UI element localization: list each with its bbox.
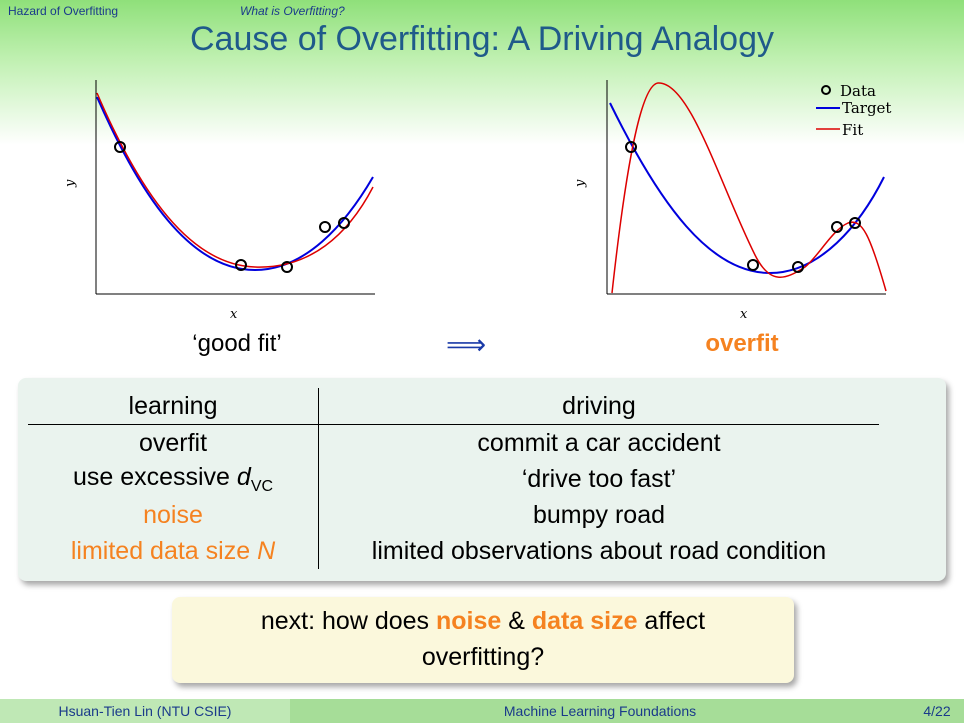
x-axis-label: x xyxy=(740,307,748,322)
analogy-table: learning driving overfit commit a car ac… xyxy=(28,388,879,569)
table-row: use excessive dVC ‘drive too fast’ xyxy=(28,461,879,497)
learning-cell: use excessive dVC xyxy=(28,461,319,497)
learning-cell-text: use excessive xyxy=(72,462,237,491)
table-row: noise bumpy road xyxy=(28,497,879,533)
slide-title: Cause of Overfitting: A Driving Analogy xyxy=(190,20,774,58)
legend-data-marker xyxy=(821,85,831,95)
data-point xyxy=(319,221,331,233)
footer-course: Machine Learning Foundations xyxy=(290,699,910,723)
data-point xyxy=(114,141,126,153)
next-noise: noise xyxy=(436,607,502,635)
driving-cell: ‘drive too fast’ xyxy=(521,464,677,493)
next-text: & xyxy=(501,607,532,635)
next-data-size: data size xyxy=(531,607,638,635)
table-row: limited data size N limited observations… xyxy=(28,533,879,569)
nav-section[interactable]: Hazard of Overfitting xyxy=(8,4,119,18)
dvc-symbol: d xyxy=(236,462,251,491)
legend-data-label: Data xyxy=(840,82,876,100)
good-fit-plot: y x xyxy=(60,75,390,325)
driving-cell: bumpy road xyxy=(532,500,666,529)
data-point xyxy=(747,259,759,271)
data-point xyxy=(792,261,804,273)
data-point xyxy=(235,259,247,271)
data-point xyxy=(281,261,293,273)
next-text: affect xyxy=(637,607,706,635)
legend-fit-label: Fit xyxy=(842,121,863,139)
implies-arrow-icon: ⟹ xyxy=(446,329,487,360)
next-text: next: how does xyxy=(260,607,436,635)
legend-target-label: Target xyxy=(842,99,891,117)
footer-author: Hsuan-Tien Lin (NTU CSIE) xyxy=(0,699,290,723)
fit-curve xyxy=(96,92,374,268)
header-background xyxy=(0,0,964,145)
driving-cell: limited observations about road conditio… xyxy=(371,536,827,565)
data-point xyxy=(625,141,637,153)
footer-page-number: 4/22 xyxy=(910,699,964,723)
data-point xyxy=(849,217,861,229)
fit-curve xyxy=(611,82,887,294)
data-point xyxy=(338,217,350,229)
dvc-subscript: VC xyxy=(250,477,274,495)
footer: Hsuan-Tien Lin (NTU CSIE) Machine Learni… xyxy=(0,699,964,723)
driving-cell: commit a car accident xyxy=(477,428,721,457)
overfit-caption: overfit xyxy=(705,330,779,357)
good-fit-caption: ‘good fit’ xyxy=(192,330,282,357)
overfit-plot: y x Data Target Fit xyxy=(570,75,910,325)
learning-cell: limited data size N xyxy=(28,533,319,569)
target-curve xyxy=(96,96,374,272)
learning-cell: noise xyxy=(28,497,319,533)
table-header-row: learning driving xyxy=(28,388,879,425)
nav-subsection[interactable]: What is Overfitting? xyxy=(240,4,345,18)
learning-cell: overfit xyxy=(28,424,319,461)
next-note: next: how does noise & data size affect … xyxy=(172,597,794,683)
next-text-line2: overfitting? xyxy=(421,643,545,671)
n-symbol: N xyxy=(257,536,276,565)
header-learning: learning xyxy=(28,388,319,425)
table-row: overfit commit a car accident xyxy=(28,424,879,461)
data-point xyxy=(831,221,843,233)
y-axis-label: y xyxy=(63,179,78,188)
header-driving: driving xyxy=(318,388,879,425)
learning-cell-text: limited data size xyxy=(70,536,258,565)
x-axis-label: x xyxy=(230,307,238,322)
y-axis-label: y xyxy=(573,179,588,188)
